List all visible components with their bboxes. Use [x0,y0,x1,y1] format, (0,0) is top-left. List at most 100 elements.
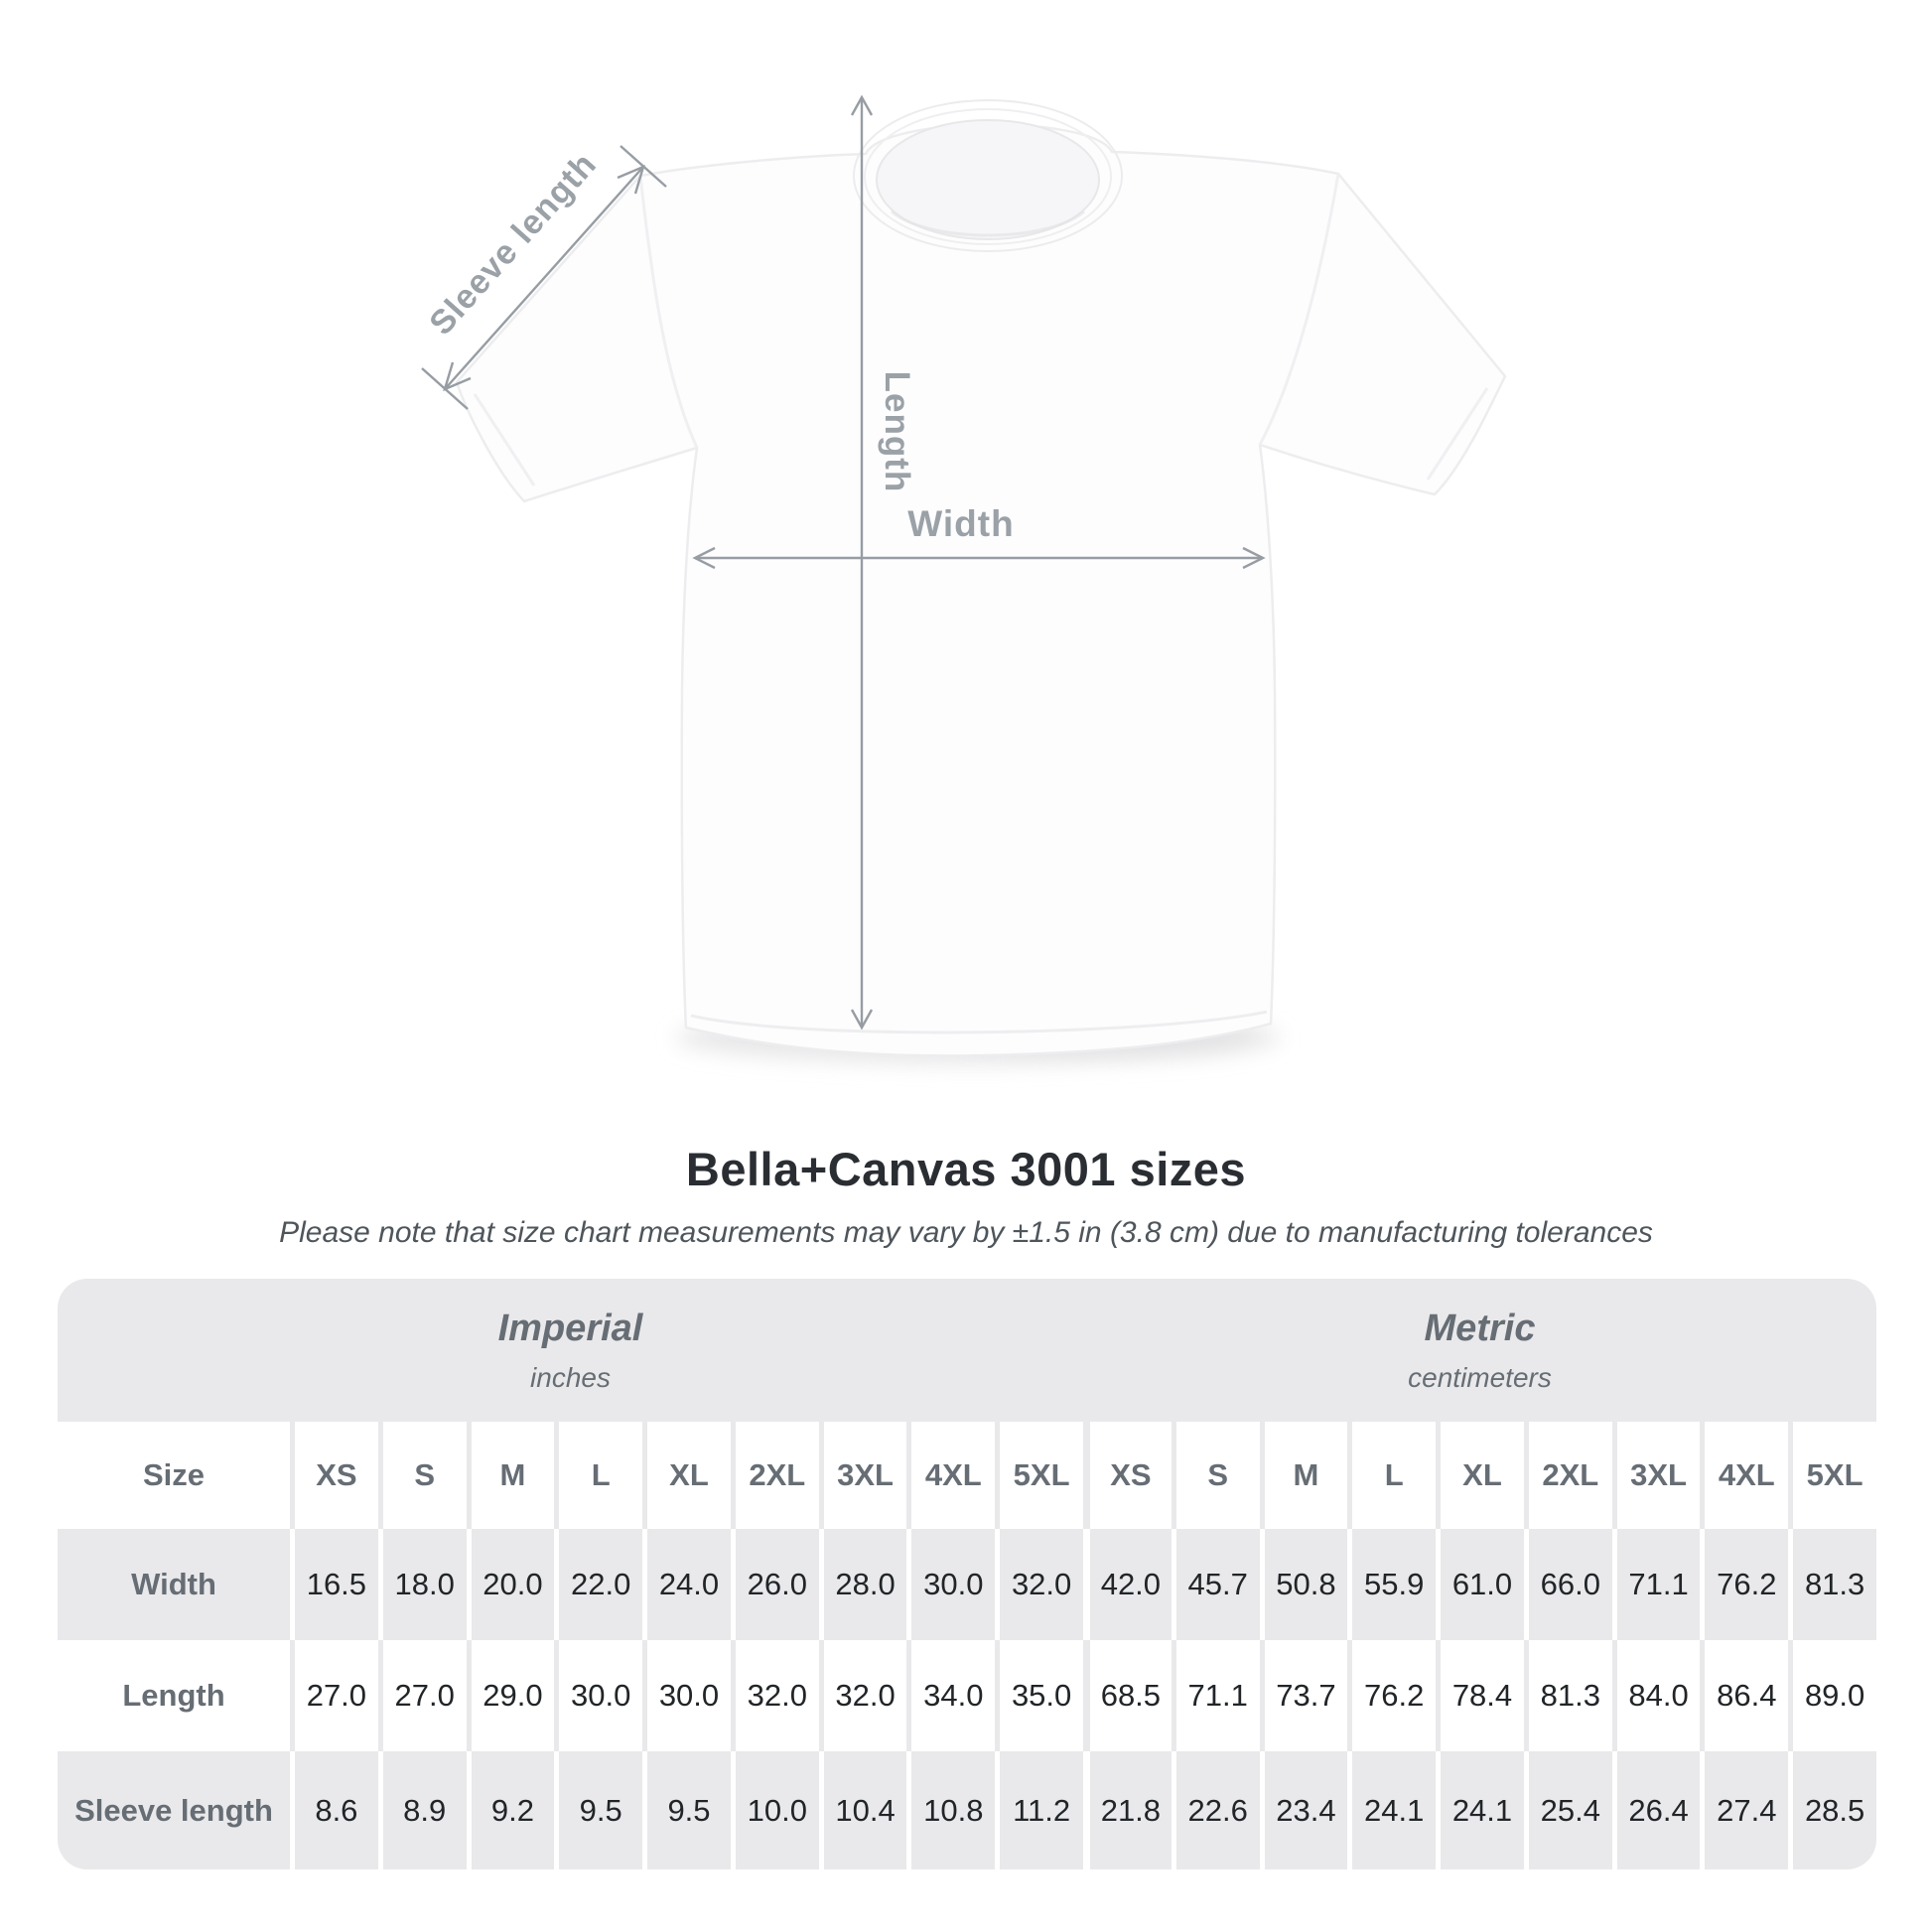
data-row-sleeve-length: Sleeve length 8.6 8.9 9.2 9.5 9.5 10.0 10.4 10.8… [58,1751,1876,1869]
value-cell: 24.1 [1436,1751,1524,1869]
measurement-annotations [421,94,1266,1031]
size-header-metric-s: S [1171,1422,1260,1529]
value-cell: 10.0 [730,1751,819,1869]
sleeve-length-arrow [421,145,667,410]
metric-unit: centimeters [1408,1361,1552,1393]
metric-header: Metric centimeters [1083,1279,1876,1422]
value-cell: 30.0 [554,1640,642,1751]
size-header-metric-2xl: 2XL [1523,1422,1612,1529]
size-header-imperial-5xl: 5XL [995,1422,1083,1529]
size-header-imperial-2xl: 2XL [730,1422,819,1529]
value-cell: 78.4 [1436,1640,1524,1751]
value-cell: 86.4 [1700,1640,1788,1751]
value-cell: 27.0 [290,1640,378,1751]
data-row-width: Width 16.5 18.0 20.0 22.0 24.0 26.0 28.0 30.0 32.… [58,1529,1876,1640]
size-table: Imperial inches Metric centimeters Size … [58,1279,1876,1869]
size-header-metric-3xl: 3XL [1611,1422,1701,1529]
size-header-imperial-xl: XL [642,1422,731,1529]
value-cell: 9.5 [642,1751,731,1869]
value-cell: 30.0 [642,1640,731,1751]
value-cell: 50.8 [1259,1529,1348,1640]
value-cell: 61.0 [1436,1529,1524,1640]
value-cell: 89.0 [1788,1640,1876,1751]
size-corner-label: Size [142,1457,206,1492]
tshirt-diagram: Sleeve length Length Width [417,84,1549,1087]
size-header-metric-5xl: 5XL [1788,1422,1876,1529]
size-header-imperial-xs: XS [290,1422,378,1529]
value-cell: 10.8 [906,1751,995,1869]
value-cell: 71.1 [1171,1640,1260,1751]
size-header-metric-l: L [1347,1422,1436,1529]
row-label: Width [131,1567,216,1601]
value-cell: 8.9 [377,1751,467,1869]
width-label: Width [907,503,1014,544]
value-cell: 16.5 [290,1529,378,1640]
value-cell: 24.0 [642,1529,731,1640]
tshirt-collar [853,99,1123,252]
value-cell: 26.0 [730,1529,819,1640]
value-cell: 55.9 [1347,1529,1436,1640]
value-cell: 68.5 [1083,1640,1172,1751]
value-cell: 27.4 [1700,1751,1788,1869]
length-label: Length [878,371,916,493]
heading: Bella+Canvas 3001 sizes Please note that… [0,1142,1932,1250]
imperial-title: Imperial [497,1307,643,1349]
value-cell: 81.3 [1523,1640,1612,1751]
size-header-metric-xl: XL [1436,1422,1524,1529]
value-cell: 71.1 [1611,1529,1701,1640]
size-header-imperial-s: S [377,1422,467,1529]
value-cell: 26.4 [1611,1751,1701,1869]
size-header-metric-m: M [1259,1422,1348,1529]
value-cell: 45.7 [1171,1529,1260,1640]
value-cell: 34.0 [906,1640,995,1751]
size-header-row: Size XS S M L XL 2XL 3XL 4XL 5XL XS S M L XL 2XL 3XL 4XL… [58,1422,1876,1529]
value-cell: 18.0 [377,1529,467,1640]
value-cell: 29.0 [466,1640,555,1751]
row-label: Sleeve length [74,1792,273,1828]
size-header-metric-4xl: 4XL [1700,1422,1788,1529]
value-cell: 8.6 [290,1751,378,1869]
page-title: Bella+Canvas 3001 sizes [685,1143,1247,1195]
imperial-header: Imperial inches [58,1279,1083,1422]
value-cell: 11.2 [995,1751,1083,1869]
value-cell: 32.0 [995,1529,1083,1640]
value-cell: 23.4 [1259,1751,1348,1869]
value-cell: 21.8 [1083,1751,1172,1869]
value-cell: 22.0 [554,1529,642,1640]
value-cell: 9.2 [466,1751,555,1869]
size-header-imperial-3xl: 3XL [818,1422,907,1529]
value-cell: 73.7 [1259,1640,1348,1751]
value-cell: 42.0 [1083,1529,1172,1640]
value-cell: 24.1 [1347,1751,1436,1869]
row-label: Length [122,1678,225,1713]
value-cell: 81.3 [1788,1529,1876,1640]
size-header-imperial-m: M [466,1422,555,1529]
value-cell: 10.4 [818,1751,907,1869]
value-cell: 66.0 [1523,1529,1612,1640]
value-cell: 32.0 [730,1640,819,1751]
size-header-imperial-4xl: 4XL [906,1422,995,1529]
value-cell: 35.0 [995,1640,1083,1751]
value-cell: 20.0 [466,1529,555,1640]
size-header-metric-xs: XS [1083,1422,1172,1529]
value-cell: 76.2 [1347,1640,1436,1751]
tshirt-body [455,123,1507,1057]
value-cell: 30.0 [906,1529,995,1640]
unit-header-row: Imperial inches Metric centimeters [58,1279,1876,1422]
imperial-unit: inches [530,1361,611,1393]
value-cell: 32.0 [818,1640,907,1751]
tshirt-graphic: Sleeve length Length Width [421,94,1507,1063]
value-cell: 9.5 [554,1751,642,1869]
value-cell: 28.5 [1788,1751,1876,1869]
data-row-length: Length 27.0 27.0 29.0 30.0 30.0 32.0 32.0 34.0 35… [58,1640,1876,1751]
metric-title: Metric [1424,1307,1536,1349]
width-arrow [692,546,1266,570]
value-cell: 27.0 [377,1640,467,1751]
value-cell: 25.4 [1523,1751,1612,1869]
value-cell: 76.2 [1700,1529,1788,1640]
value-cell: 22.6 [1171,1751,1260,1869]
value-cell: 28.0 [818,1529,907,1640]
page-subtitle: Please note that size chart measurements… [279,1216,1653,1249]
length-arrow [850,94,874,1031]
